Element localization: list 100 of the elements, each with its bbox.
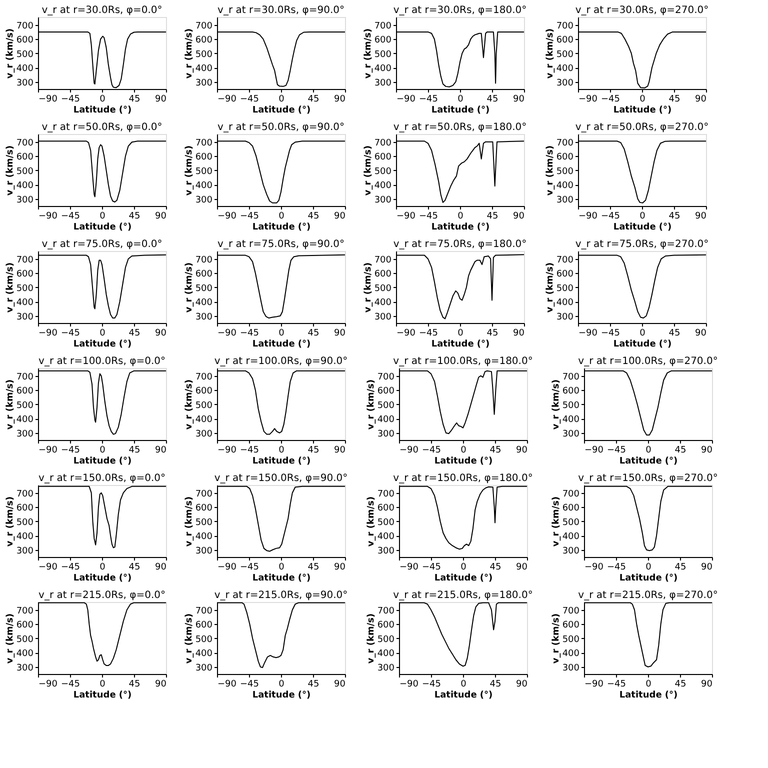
chart-title: v_r at r=100.0Rs, φ=90.0° [214,356,348,367]
x-tick-label: 0 [100,328,106,338]
x-tick-label: −45 [422,446,441,456]
x-axis-title: Latitude (°) [613,222,672,232]
y-tick-label: 600 [195,386,213,397]
x-tick-label: −90 [396,212,416,222]
x-tick-label: 45 [490,680,502,690]
x-tick-label: −45 [240,212,259,222]
x-tick-label: −90 [218,328,237,338]
y-tick-label: 700 [562,489,580,500]
x-tick-label: −45 [607,680,626,690]
x-tick-label: −45 [61,94,80,104]
x-axis-title: Latitude (°) [73,574,132,584]
x-axis-title: Latitude (°) [73,690,132,700]
x-tick-label: −90 [400,680,419,690]
y-tick-label: 500 [562,634,580,645]
chart-title: v_r at r=50.0Rs, φ=180.0° [393,122,527,133]
y-tick-label: 600 [562,620,580,631]
y-tick-label: 500 [16,50,34,60]
y-tick-label: 500 [377,400,395,411]
x-tick-label: 45 [490,562,502,572]
y-tick-label: 600 [377,386,395,397]
y-tick-label: 500 [195,50,213,60]
chart-title: v_r at r=100.0Rs, φ=270.0° [578,356,718,367]
x-tick-label: −90 [578,328,598,338]
y-axis-title: v_r (km/s) [363,28,374,79]
x-axis-title: Latitude (°) [613,106,672,116]
y-tick-label: 700 [377,372,395,382]
y-tick-label: 500 [16,634,34,645]
y-axis-title: v_r (km/s) [184,379,194,430]
chart-title: v_r at r=100.0Rs, φ=0.0° [38,356,166,367]
y-tick-label: 300 [195,663,213,674]
y-tick-label: 600 [556,36,574,46]
x-tick-label: 0 [278,212,285,222]
x-tick-label: 45 [486,94,498,104]
chart-title: v_r at r=215.0Rs, φ=270.0° [578,590,718,601]
y-axis-title: v_r (km/s) [363,145,374,196]
y-tick-label: 400 [377,532,395,542]
y-tick-label: 700 [16,606,34,616]
x-axis-title: Latitude (°) [431,222,490,232]
x-tick-label: 45 [128,680,140,690]
x-tick-label: −45 [61,328,80,338]
chart-title: v_r at r=215.0Rs, φ=0.0° [38,590,166,601]
x-tick-label: −45 [61,446,80,456]
y-axis-title: v_r (km/s) [366,613,376,664]
x-tick-label: 90 [334,680,346,690]
y-tick-label: 600 [374,270,392,280]
y-axis-title: v_r (km/s) [5,496,16,547]
x-axis-title: Latitude (°) [434,456,493,466]
x-tick-label: 0 [458,212,464,222]
x-tick-label: 90 [695,328,707,338]
x-tick-label: 45 [128,212,140,222]
chart-title: v_r at r=75.0Rs, φ=0.0° [42,239,162,250]
x-tick-label: 45 [668,328,680,338]
chart-title: v_r at r=150.0Rs, φ=270.0° [578,473,718,484]
x-tick-label: −45 [61,562,80,572]
y-tick-label: 500 [16,518,34,528]
x-axis-title: Latitude (°) [73,340,132,350]
y-tick-label: 500 [562,400,580,411]
x-tick-label: 90 [516,446,528,456]
y-tick-label: 400 [377,415,395,426]
y-tick-label: 700 [377,489,395,500]
x-tick-label: −90 [584,446,604,456]
x-tick-label: −90 [38,94,58,104]
y-tick-label: 400 [195,181,213,192]
y-tick-label: 400 [195,415,213,426]
y-tick-label: 400 [195,649,213,660]
x-tick-label: 0 [458,328,464,338]
y-tick-label: 700 [377,606,395,616]
y-tick-label: 300 [556,78,574,88]
y-axis-title: v_r (km/s) [184,28,194,79]
y-tick-label: 600 [377,504,395,514]
x-tick-label: 0 [640,212,646,222]
x-tick-label: 45 [308,212,320,222]
x-tick-label: −90 [584,680,604,690]
x-tick-label: 0 [646,562,652,572]
chart-title: v_r at r=150.0Rs, φ=0.0° [38,473,166,484]
y-tick-label: 600 [195,620,213,631]
y-tick-label: 700 [195,489,213,500]
x-tick-label: 45 [128,562,140,572]
y-tick-label: 700 [556,138,574,148]
y-tick-label: 300 [374,312,392,322]
x-tick-label: 0 [640,328,646,338]
x-tick-label: 0 [458,94,464,104]
x-tick-label: 0 [100,446,106,456]
x-tick-label: 0 [278,446,285,456]
y-tick-label: 400 [377,649,395,660]
y-tick-label: 600 [195,504,213,514]
x-axis-title: Latitude (°) [73,456,132,466]
x-tick-label: 90 [155,94,167,104]
y-axis-title: v_r (km/s) [545,145,556,196]
chart-title: v_r at r=50.0Rs, φ=270.0° [575,122,709,133]
x-axis-title: Latitude (°) [619,456,678,466]
y-tick-label: 700 [195,372,213,382]
x-tick-label: −45 [419,212,438,222]
y-tick-label: 600 [16,620,34,631]
x-tick-label: 45 [668,94,680,104]
y-tick-label: 600 [16,386,34,397]
x-tick-label: 45 [486,328,498,338]
y-tick-label: 500 [16,166,34,177]
